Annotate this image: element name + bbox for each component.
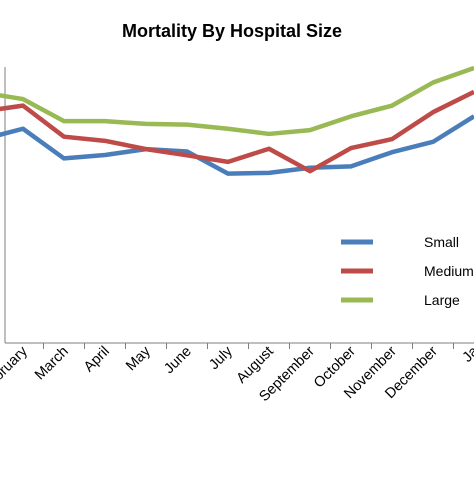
legend: Small Medium Large (341, 234, 474, 308)
series-line-small (0, 114, 474, 176)
x-tick-label: Ja (460, 343, 474, 366)
x-tick-label: July (206, 343, 236, 373)
chart-title: Mortality By Hospital Size (122, 21, 342, 41)
legend-label-medium: Medium (424, 263, 474, 279)
series-line-large (0, 65, 474, 137)
legend-label-small: Small (424, 234, 459, 250)
x-tick-label: March (32, 344, 72, 384)
series-layer (0, 65, 474, 176)
x-tick-label: April (81, 344, 113, 376)
x-axis-tick-labels: uaryFebruaryMarchAprilMayJuneJulyAugustS… (0, 343, 474, 405)
x-axis-ticks (43, 343, 454, 349)
x-tick-label: May (123, 343, 154, 374)
legend-label-large: Large (424, 292, 460, 308)
series-line-medium (0, 89, 474, 174)
x-tick-label: February (0, 343, 31, 396)
